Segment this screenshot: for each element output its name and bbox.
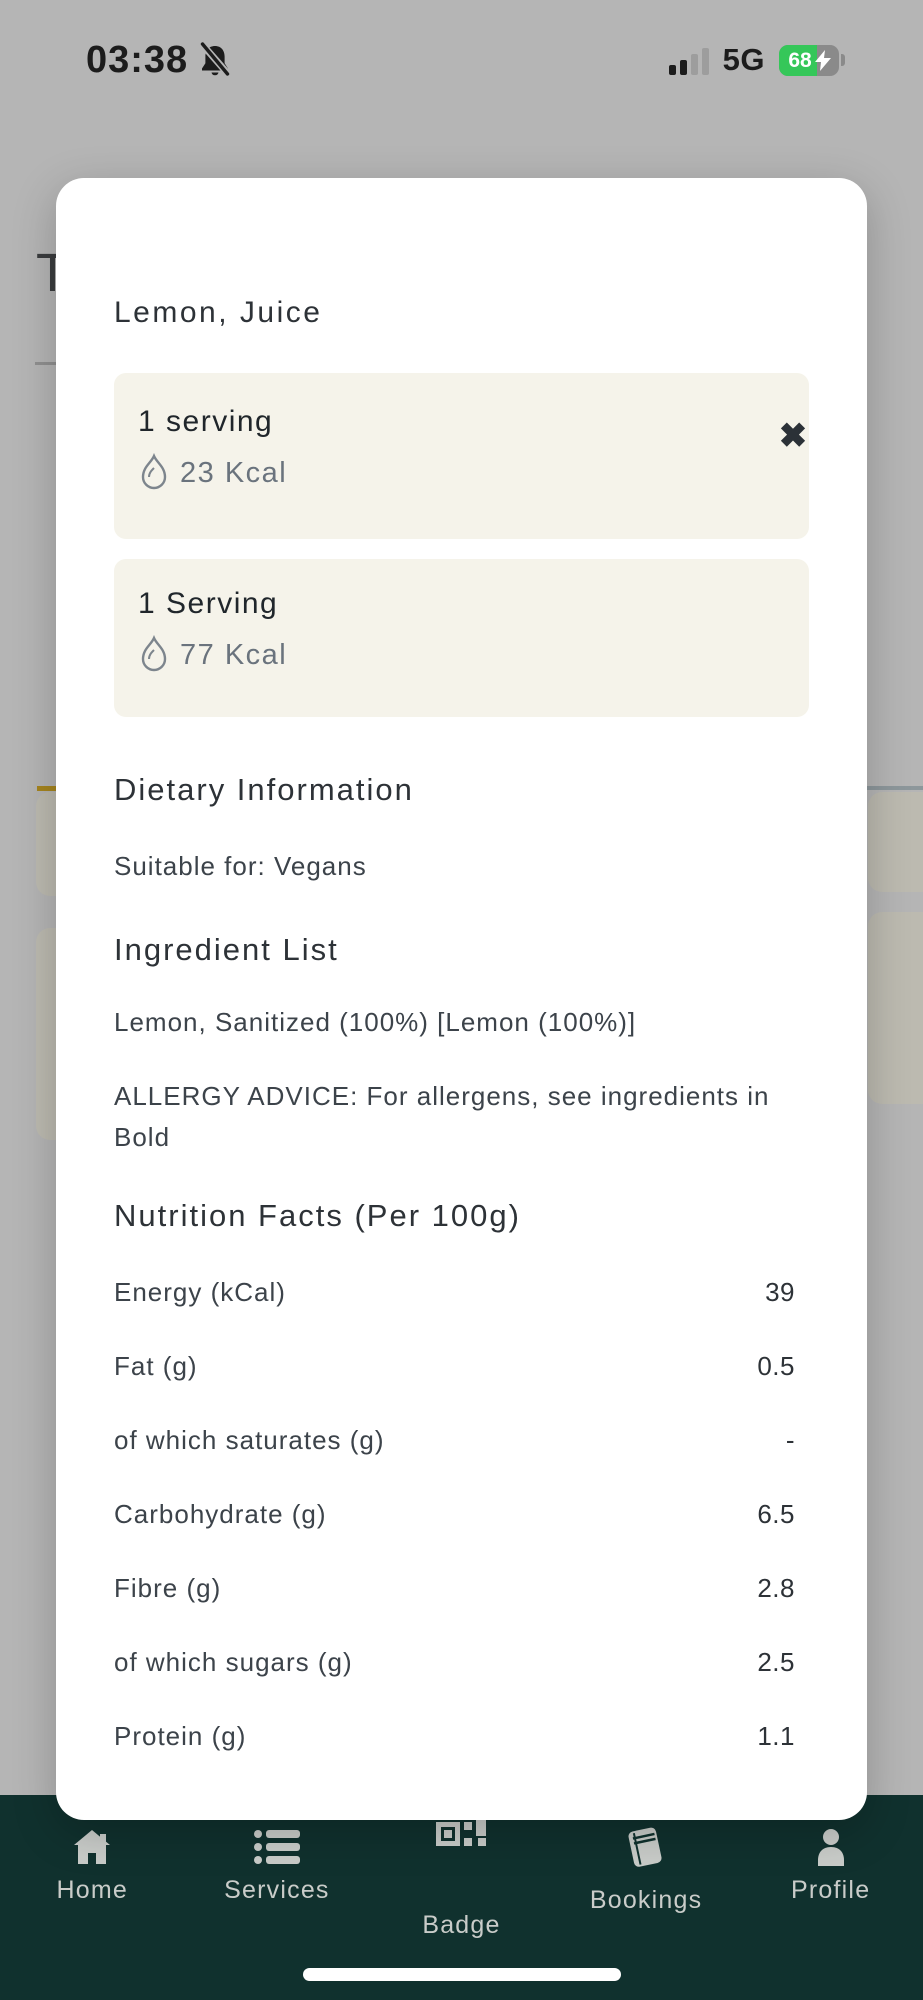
nutrient-label: Energy (kCal) xyxy=(114,1276,286,1307)
allergy-advice-text: ALLERGY ADVICE: For allergens, see ingre… xyxy=(114,1076,809,1158)
charging-bolt-icon xyxy=(815,49,831,71)
services-list-icon xyxy=(253,1825,300,1869)
background-card xyxy=(36,928,58,1140)
home-icon xyxy=(72,1825,112,1869)
background-card xyxy=(868,792,923,892)
close-icon[interactable]: ✖ xyxy=(771,414,815,458)
notifications-muted-icon xyxy=(198,41,232,79)
bottom-nav: Home Services Badge xyxy=(0,1795,923,2000)
book-icon xyxy=(626,1825,666,1869)
nutrient-value: 39 xyxy=(765,1276,795,1307)
dietary-information-heading: Dietary Information xyxy=(114,772,414,807)
table-row: Carbohydrate (g) 6.5 xyxy=(114,1477,809,1551)
ingredient-text: Lemon, Sanitized (100%) [Lemon (100%)] xyxy=(114,1007,637,1037)
serving-kcal: 77 Kcal xyxy=(180,638,288,671)
nav-label: Profile xyxy=(791,1876,871,1904)
nutrient-value: 2.8 xyxy=(757,1572,795,1603)
qr-badge-icon xyxy=(436,1816,487,1869)
nav-item-profile[interactable]: Profile xyxy=(738,1795,923,2000)
table-row: of which saturates (g) - xyxy=(114,1403,809,1477)
nutrient-value: 6.5 xyxy=(757,1498,795,1529)
background-gold-tab-indicator xyxy=(37,786,58,791)
clock: 03:38 xyxy=(86,38,189,81)
person-icon xyxy=(813,1825,849,1869)
status-bar: 03:38 5G 68 xyxy=(0,36,923,84)
nav-label: Bookings xyxy=(589,1886,703,1914)
nutrient-label: Protein (g) xyxy=(114,1720,247,1751)
modal-title: Lemon, Juice xyxy=(114,296,323,329)
nutrient-label: of which saturates (g) xyxy=(114,1424,385,1455)
background-card xyxy=(868,912,923,1104)
background-divider xyxy=(35,362,75,365)
table-row: Protein (g) 1.1 xyxy=(114,1699,809,1773)
allergy-advice-line2: Bold xyxy=(114,1122,171,1152)
battery-icon: 68 xyxy=(779,44,845,76)
nutrient-label: Carbohydrate (g) xyxy=(114,1498,327,1529)
battery-percent: 68 xyxy=(788,48,812,72)
nav-item-home[interactable]: Home xyxy=(0,1795,185,2000)
nutrient-value: 1.1 xyxy=(757,1720,795,1751)
serving-kcal: 23 Kcal xyxy=(180,456,288,489)
nutrient-value: - xyxy=(785,1424,795,1455)
nav-item-services[interactable]: Services xyxy=(185,1795,370,2000)
nutrition-modal: ✖ Lemon, Juice 1 serving 23 Kcal 1 Servi… xyxy=(56,178,867,1820)
nav-label: Home xyxy=(56,1876,129,1904)
serving-name: 1 serving xyxy=(138,405,274,438)
flame-icon xyxy=(138,453,170,493)
table-row: of which sugars (g) 2.5 xyxy=(114,1625,809,1699)
home-indicator[interactable] xyxy=(303,1968,621,1981)
background-divider-right xyxy=(866,786,923,790)
nav-label: Badge xyxy=(422,1911,501,1939)
table-row: Energy (kCal) 39 xyxy=(114,1255,809,1329)
background-card xyxy=(36,792,58,896)
cellular-signal-icon xyxy=(668,45,709,75)
table-row: Fat (g) 0.5 xyxy=(114,1329,809,1403)
nutrient-label: Fibre (g) xyxy=(114,1572,222,1603)
network-type: 5G xyxy=(722,42,765,77)
nutrition-facts-heading: Nutrition Facts (Per 100g) xyxy=(114,1198,521,1233)
serving-name: 1 Serving xyxy=(138,587,279,620)
flame-icon xyxy=(138,635,170,675)
suitable-for-text: Suitable for: Vegans xyxy=(114,851,367,881)
nutrient-value: 0.5 xyxy=(757,1350,795,1381)
nutrient-value: 2.5 xyxy=(757,1646,795,1677)
table-row: Fibre (g) 2.8 xyxy=(114,1551,809,1625)
nutrient-label: Fat (g) xyxy=(114,1350,198,1381)
ingredient-list-heading: Ingredient List xyxy=(114,932,339,967)
serving-option-card[interactable]: 1 serving 23 Kcal xyxy=(114,373,809,539)
nav-item-badge[interactable]: Badge xyxy=(369,1795,554,2000)
nutrition-table: Energy (kCal) 39 Fat (g) 0.5 of which sa… xyxy=(114,1255,809,1773)
serving-option-card[interactable]: 1 Serving 77 Kcal xyxy=(114,559,809,717)
nav-label: Services xyxy=(224,1876,330,1904)
allergy-advice-line1: ALLERGY ADVICE: For allergens, see ingre… xyxy=(114,1081,770,1111)
nav-item-bookings[interactable]: Bookings xyxy=(554,1795,739,2000)
nutrient-label: of which sugars (g) xyxy=(114,1646,353,1677)
